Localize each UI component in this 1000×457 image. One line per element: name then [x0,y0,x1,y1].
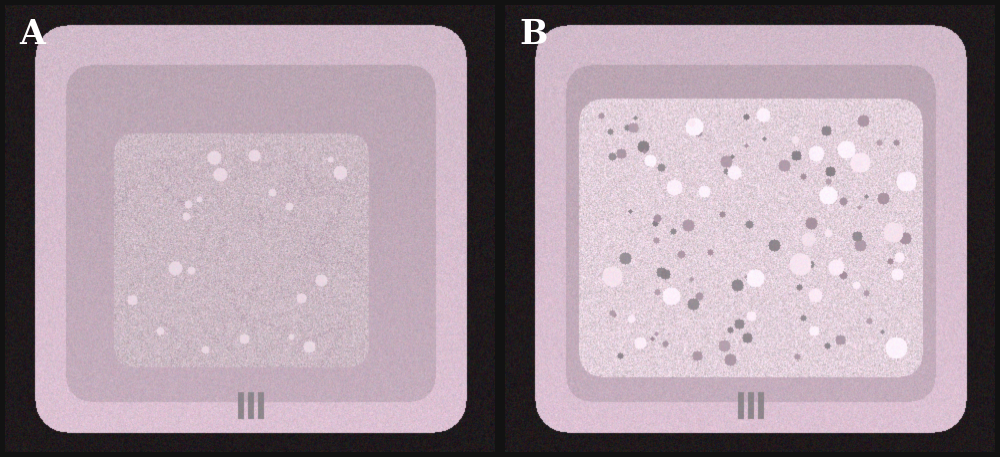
Text: A: A [20,18,46,51]
Text: B: B [520,18,548,51]
